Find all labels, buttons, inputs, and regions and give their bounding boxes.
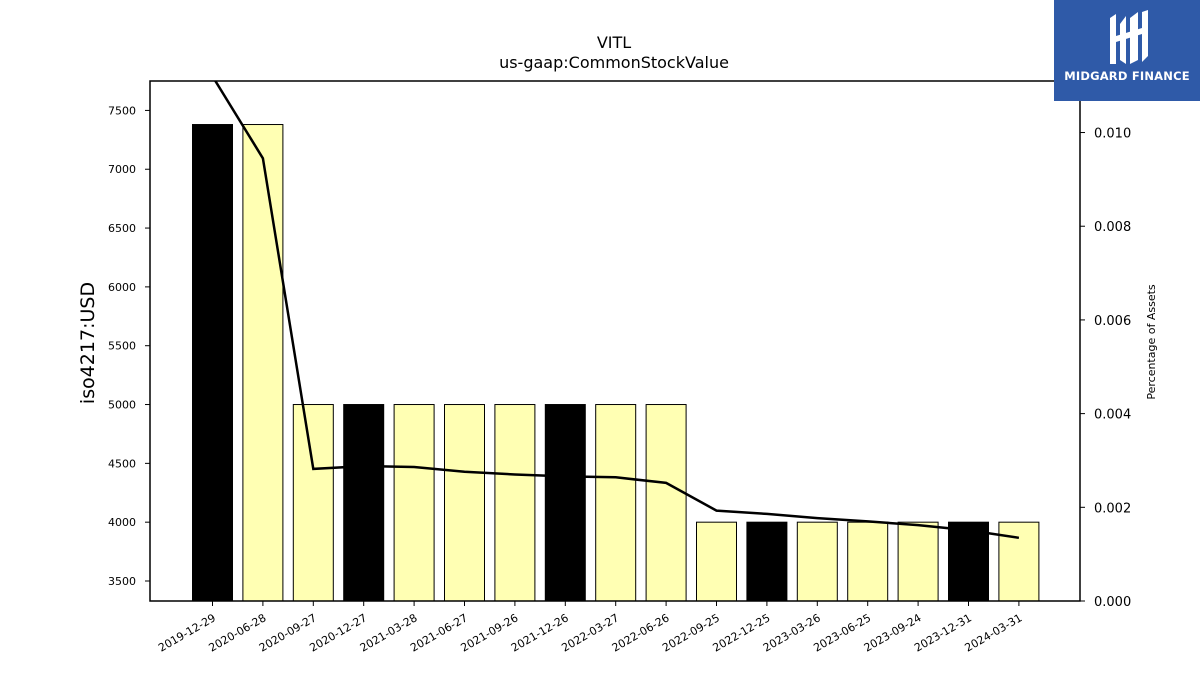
logo-name: MIDGARD FINANCE	[1064, 69, 1190, 83]
bar	[544, 404, 586, 602]
y-tick-label: 7000	[108, 163, 136, 176]
y-tick-label: 4500	[108, 457, 136, 470]
bar	[847, 521, 889, 602]
bar	[696, 521, 737, 602]
bar	[746, 521, 788, 602]
left-axis: 3500 4000 4500 5000 5500 6000 6500 7000 7500	[108, 104, 150, 588]
bar	[998, 521, 1040, 602]
line-layer	[213, 81, 1020, 540]
y-right-tick-label: 0.006	[1094, 314, 1131, 329]
y-right-tick-label: 0.000	[1094, 595, 1131, 610]
bar	[444, 404, 485, 602]
plot-frame	[149, 80, 1081, 602]
chart-subtitle: us-gaap:CommonStockValue	[499, 53, 729, 72]
right-axis: 0.000 0.002 0.004 0.006 0.008 0.010	[1080, 127, 1131, 610]
chart-title: VITL	[597, 33, 631, 52]
bar	[393, 404, 435, 602]
x-tick-label: 2024-03-31	[963, 611, 1025, 654]
midgard-logo-icon	[1110, 10, 1148, 64]
bar	[645, 404, 687, 602]
y-tick-label: 7500	[108, 104, 136, 117]
bar	[494, 404, 536, 602]
y-right-tick-label: 0.002	[1094, 501, 1131, 516]
bar	[796, 521, 838, 602]
y-right-tick-label: 0.008	[1094, 220, 1131, 235]
bar	[595, 404, 637, 602]
x-axis: 2019-12-292020-06-282020-09-272020-12-27…	[156, 601, 1024, 655]
y-tick-label: 6000	[108, 281, 136, 294]
bar	[948, 521, 989, 602]
y-axis-label: iso4217:USD	[77, 282, 99, 404]
midgard-finance-logo: MIDGARD FINANCE	[1054, 0, 1200, 101]
y-tick-label: 5000	[108, 399, 136, 412]
y-axis-label-right: Percentage of Assets	[1145, 284, 1158, 400]
bar	[192, 124, 233, 602]
bar	[242, 124, 284, 602]
y-tick-label: 5500	[108, 340, 136, 353]
percentage-line	[213, 81, 1020, 540]
y-right-tick-label: 0.010	[1094, 127, 1131, 142]
y-right-tick-label: 0.004	[1094, 408, 1131, 423]
bars	[192, 124, 1040, 602]
y-tick-label: 6500	[108, 222, 136, 235]
y-tick-label: 4000	[108, 516, 136, 529]
bar	[897, 521, 939, 602]
bar	[292, 404, 334, 602]
y-tick-label: 3500	[108, 575, 136, 588]
bar	[343, 404, 385, 602]
